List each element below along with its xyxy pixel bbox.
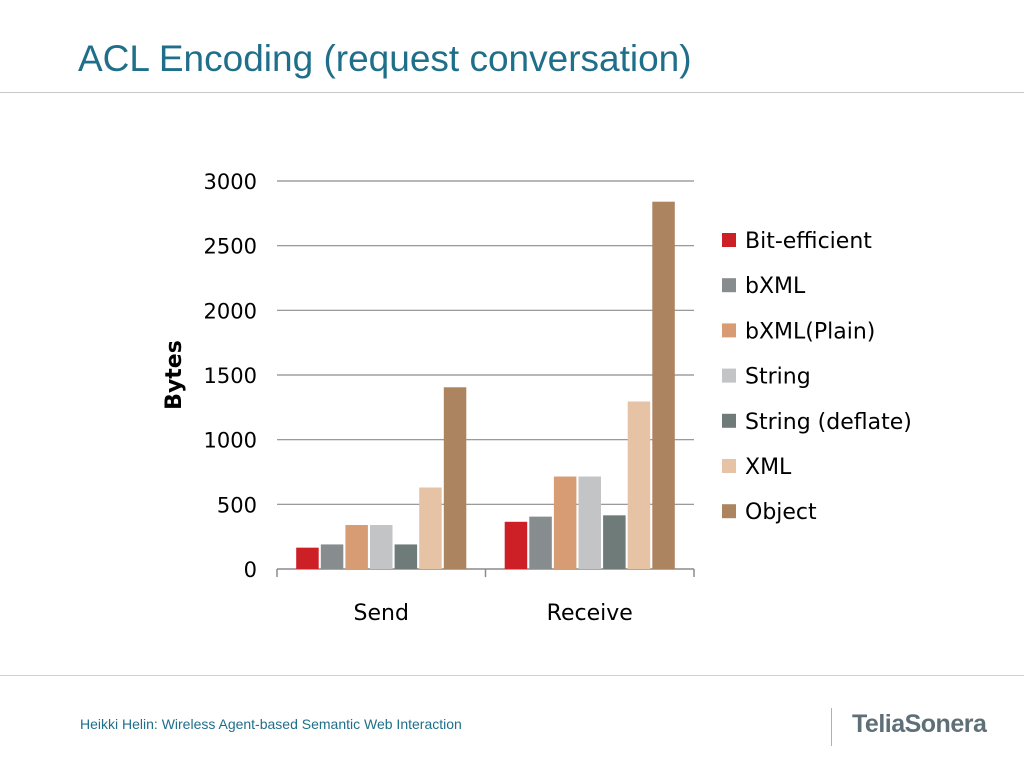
company-logo: TeliaSonera bbox=[852, 710, 987, 738]
legend-label: String (deflate) bbox=[745, 410, 912, 435]
bar-string-receive bbox=[578, 476, 601, 569]
legend-label: Bit-efficient bbox=[745, 229, 872, 254]
bar-bxml-plain-send bbox=[345, 525, 368, 569]
slide-title: ACL Encoding (request conversation) bbox=[78, 38, 692, 79]
legend-swatch bbox=[722, 368, 736, 383]
bar-xml-receive bbox=[627, 401, 651, 569]
bar-bit-efficient-send bbox=[296, 547, 319, 569]
y-tick-label: 1500 bbox=[204, 364, 257, 388]
y-tick-label: 2000 bbox=[204, 299, 257, 323]
legend-swatch bbox=[722, 459, 736, 473]
bar-bxml-send bbox=[320, 544, 344, 569]
legend-label: XML bbox=[745, 455, 792, 480]
title-divider bbox=[0, 92, 1024, 93]
logo-divider bbox=[831, 708, 832, 746]
bar-string-send bbox=[370, 525, 393, 569]
legend-swatch bbox=[722, 323, 736, 338]
bar-string-deflate-receive bbox=[603, 515, 626, 569]
bar-chart: 0 500 1000 1500 2000 2500 3000 Bytes Send Receive… bbox=[162, 170, 912, 626]
bar-bxml-plain-receive bbox=[553, 476, 577, 569]
bar-bxml-receive bbox=[529, 516, 552, 569]
legend-swatch bbox=[722, 278, 736, 293]
bar-bit-efficient-receive bbox=[504, 521, 528, 569]
bar-xml-send bbox=[419, 487, 442, 569]
legend-label: Object bbox=[745, 500, 817, 525]
y-tick-label: 1000 bbox=[204, 429, 257, 453]
y-tick-label: 2500 bbox=[204, 235, 257, 259]
legend-swatch bbox=[722, 233, 736, 247]
footer-divider bbox=[0, 675, 1024, 676]
x-category-label: Receive bbox=[547, 601, 633, 626]
y-tick-label: 3000 bbox=[204, 170, 257, 194]
bar-string-deflate-send bbox=[394, 544, 418, 569]
y-tick-label: 500 bbox=[217, 493, 257, 517]
legend-swatch bbox=[722, 413, 736, 428]
footer-text: Heikki Helin: Wireless Agent-based Seman… bbox=[80, 716, 462, 732]
y-tick-label: 0 bbox=[244, 558, 257, 582]
y-axis-title: Bytes bbox=[162, 340, 187, 410]
bar-object-send bbox=[443, 387, 467, 569]
bar-object-receive bbox=[652, 201, 675, 569]
legend-swatch bbox=[722, 504, 736, 519]
legend-label: String bbox=[745, 365, 811, 390]
x-category-label: Send bbox=[354, 601, 409, 626]
legend-label: bXML(Plain) bbox=[745, 319, 875, 344]
legend-label: bXML bbox=[745, 274, 806, 299]
